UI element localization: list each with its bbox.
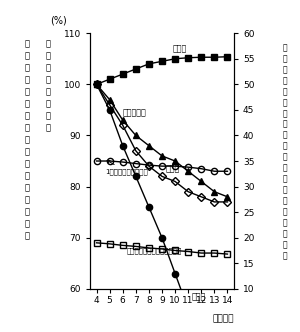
Text: 級: 級 — [25, 100, 29, 109]
Text: １: １ — [283, 43, 287, 52]
Text: １: １ — [283, 142, 287, 151]
Text: 学: 学 — [25, 40, 29, 49]
Text: （年度）: （年度） — [212, 314, 234, 323]
Text: 本: 本 — [25, 183, 29, 192]
Text: 生: 生 — [25, 135, 29, 144]
Text: 学: 学 — [283, 54, 287, 63]
Text: 人: 人 — [283, 240, 287, 249]
Text: 数: 数 — [25, 159, 29, 168]
Text: 年: 年 — [46, 76, 50, 85]
Text: り: り — [283, 186, 287, 195]
Text: 成: 成 — [46, 52, 50, 61]
Text: た: た — [283, 175, 287, 184]
Text: 当: 当 — [283, 164, 287, 173]
Text: 徒: 徒 — [25, 147, 29, 156]
Text: ＝: ＝ — [46, 88, 50, 97]
Text: ）: ） — [283, 251, 287, 260]
Text: 学校数: 学校数 — [172, 44, 187, 53]
Text: 学級数: 学級数 — [166, 164, 180, 173]
Text: ・: ・ — [25, 171, 29, 180]
Text: 務: 務 — [25, 195, 29, 204]
Text: 人: 人 — [283, 153, 287, 162]
Text: 数: 数 — [25, 64, 29, 73]
Text: 数: 数 — [283, 218, 287, 227]
Text: （: （ — [283, 229, 287, 238]
Text: 本務教員数: 本務教員数 — [123, 108, 146, 117]
Text: 平: 平 — [46, 40, 50, 49]
Text: 学: 学 — [25, 88, 29, 97]
Text: 数: 数 — [25, 112, 29, 121]
Text: 務: 務 — [283, 109, 287, 118]
Text: (%): (%) — [50, 16, 66, 26]
Text: 級: 級 — [283, 65, 287, 74]
Text: 本務教員１人当たりの生徒数: 本務教員１人当たりの生徒数 — [127, 247, 182, 254]
Text: ・: ・ — [25, 124, 29, 132]
Text: 徒: 徒 — [283, 208, 287, 216]
Text: ・: ・ — [25, 76, 29, 85]
Text: 1学級当たりの生徒数: 1学級当たりの生徒数 — [106, 160, 148, 175]
Text: 員: 員 — [283, 131, 287, 140]
Text: 本: 本 — [283, 98, 287, 107]
Text: 及: 及 — [283, 76, 287, 85]
Text: 生徒数: 生徒数 — [192, 292, 206, 301]
Text: 校: 校 — [25, 52, 29, 61]
Text: 員: 員 — [25, 219, 29, 228]
Text: 教: 教 — [25, 207, 29, 216]
Text: び: び — [283, 87, 287, 96]
Text: ０: ０ — [46, 124, 50, 132]
Text: 教: 教 — [283, 120, 287, 129]
Text: ０: ０ — [46, 112, 50, 121]
Text: １: １ — [46, 100, 50, 109]
Text: ４: ４ — [46, 64, 50, 73]
Text: 生: 生 — [283, 197, 287, 206]
Text: 数: 数 — [25, 231, 29, 240]
